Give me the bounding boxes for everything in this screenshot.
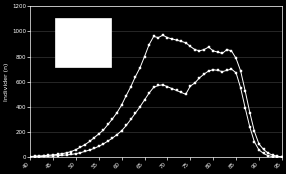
Y-axis label: Individer (n): Individer (n)	[4, 62, 9, 101]
FancyBboxPatch shape	[55, 18, 111, 67]
